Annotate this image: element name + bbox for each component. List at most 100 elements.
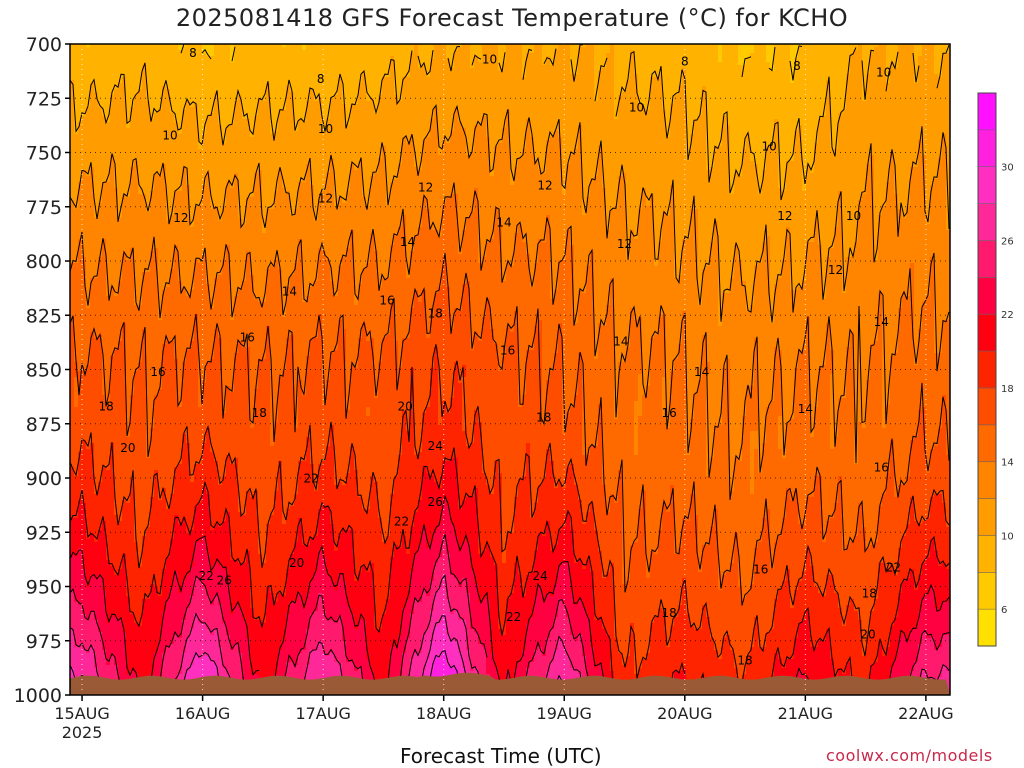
temperature-band (518, 224, 523, 410)
temperature-band (906, 44, 911, 209)
temperature-band (566, 563, 571, 620)
temperature-band (190, 341, 195, 485)
temperature-band (594, 44, 599, 104)
contour-label: 14 (282, 285, 297, 299)
temperature-band (446, 599, 451, 638)
temperature-band (902, 293, 907, 488)
temperature-band (922, 596, 927, 635)
contour-label: 22 (303, 471, 318, 485)
temperature-band (802, 191, 807, 284)
isotherm-22 (888, 583, 950, 683)
temperature-band (650, 551, 655, 626)
temperature-band (494, 461, 499, 569)
temperature-band (942, 602, 947, 638)
temperature-band (170, 539, 175, 590)
temperature-band (114, 44, 119, 92)
y-tick-label: 725 (26, 88, 62, 110)
temperature-band (78, 605, 83, 650)
temperature-band (630, 623, 635, 695)
isotherm-22 (70, 549, 140, 688)
temperature-band (566, 467, 571, 515)
temperature-band (94, 494, 99, 545)
temperature-band (178, 50, 183, 137)
temperature-band (222, 476, 227, 524)
temperature-band (786, 161, 791, 230)
temperature-band (778, 449, 783, 539)
temperature-band (818, 119, 823, 248)
temperature-band (466, 44, 471, 158)
temperature-band (238, 44, 243, 98)
temperature-band (434, 230, 439, 296)
temperature-band (782, 458, 787, 521)
temperature-band (682, 68, 687, 242)
temperature-band (918, 611, 923, 647)
temperature-band (490, 239, 495, 332)
temperature-band (334, 590, 339, 626)
temperature-band (570, 635, 575, 671)
temperature-band (822, 596, 827, 644)
temperature-band (842, 44, 847, 113)
temperature-band (282, 371, 287, 527)
isotherm-10 (70, 50, 413, 146)
temperature-band (290, 602, 295, 665)
temperature-band (382, 146, 387, 281)
temperature-band (446, 554, 451, 602)
temperature-band (286, 44, 291, 89)
temperature-band (250, 608, 255, 677)
temperature-band (814, 647, 819, 692)
temperature-band (158, 500, 163, 599)
temperature-band (206, 116, 211, 176)
temperature-band (918, 44, 923, 59)
temperature-band (286, 191, 291, 290)
temperature-band (138, 194, 143, 308)
temperature-band (198, 659, 203, 692)
temperature-band (86, 539, 91, 590)
temperature-band (934, 44, 939, 77)
contour-label: 14 (874, 315, 889, 329)
temperature-band (98, 530, 103, 578)
temperature-band (322, 653, 327, 689)
temperature-band (174, 245, 179, 362)
contour-label: 22 (886, 560, 901, 574)
temperature-band (922, 155, 927, 305)
temperature-band (522, 242, 527, 398)
temperature-band (570, 530, 575, 596)
temperature-band (514, 497, 519, 566)
temperature-band (410, 308, 415, 371)
temperature-band (742, 281, 747, 419)
temperature-band (274, 131, 279, 194)
temperature-band (918, 644, 923, 683)
temperature-band (842, 293, 847, 401)
temperature-band (546, 449, 551, 524)
temperature-band (150, 191, 155, 254)
temperature-band (130, 479, 135, 617)
temperature-band (894, 497, 899, 578)
temperature-band (106, 182, 111, 299)
temperature-band (226, 386, 231, 458)
temperature-band (346, 248, 351, 413)
temperature-band (790, 83, 795, 164)
temperature-band (714, 146, 719, 224)
temperature-band (230, 614, 235, 653)
temperature-band (786, 422, 791, 491)
isotherm-16 (70, 253, 950, 606)
temperature-band (510, 332, 515, 536)
contour-label: 26 (217, 573, 232, 587)
temperature-band (242, 224, 247, 284)
temperature-band (610, 209, 615, 281)
temperature-band (930, 449, 935, 500)
temperature-band (730, 44, 735, 197)
temperature-band (898, 308, 903, 488)
temperature-band (278, 170, 283, 272)
temperature-band (410, 251, 415, 311)
temperature-band (898, 548, 903, 596)
temperature-band (442, 44, 447, 143)
temperature-band (882, 206, 887, 431)
temperature-band (430, 368, 435, 479)
temperature-band (630, 545, 635, 626)
contour-label: 12 (617, 237, 632, 251)
temperature-band (206, 56, 211, 119)
temperature-band (478, 644, 483, 686)
temperature-band (238, 290, 243, 344)
